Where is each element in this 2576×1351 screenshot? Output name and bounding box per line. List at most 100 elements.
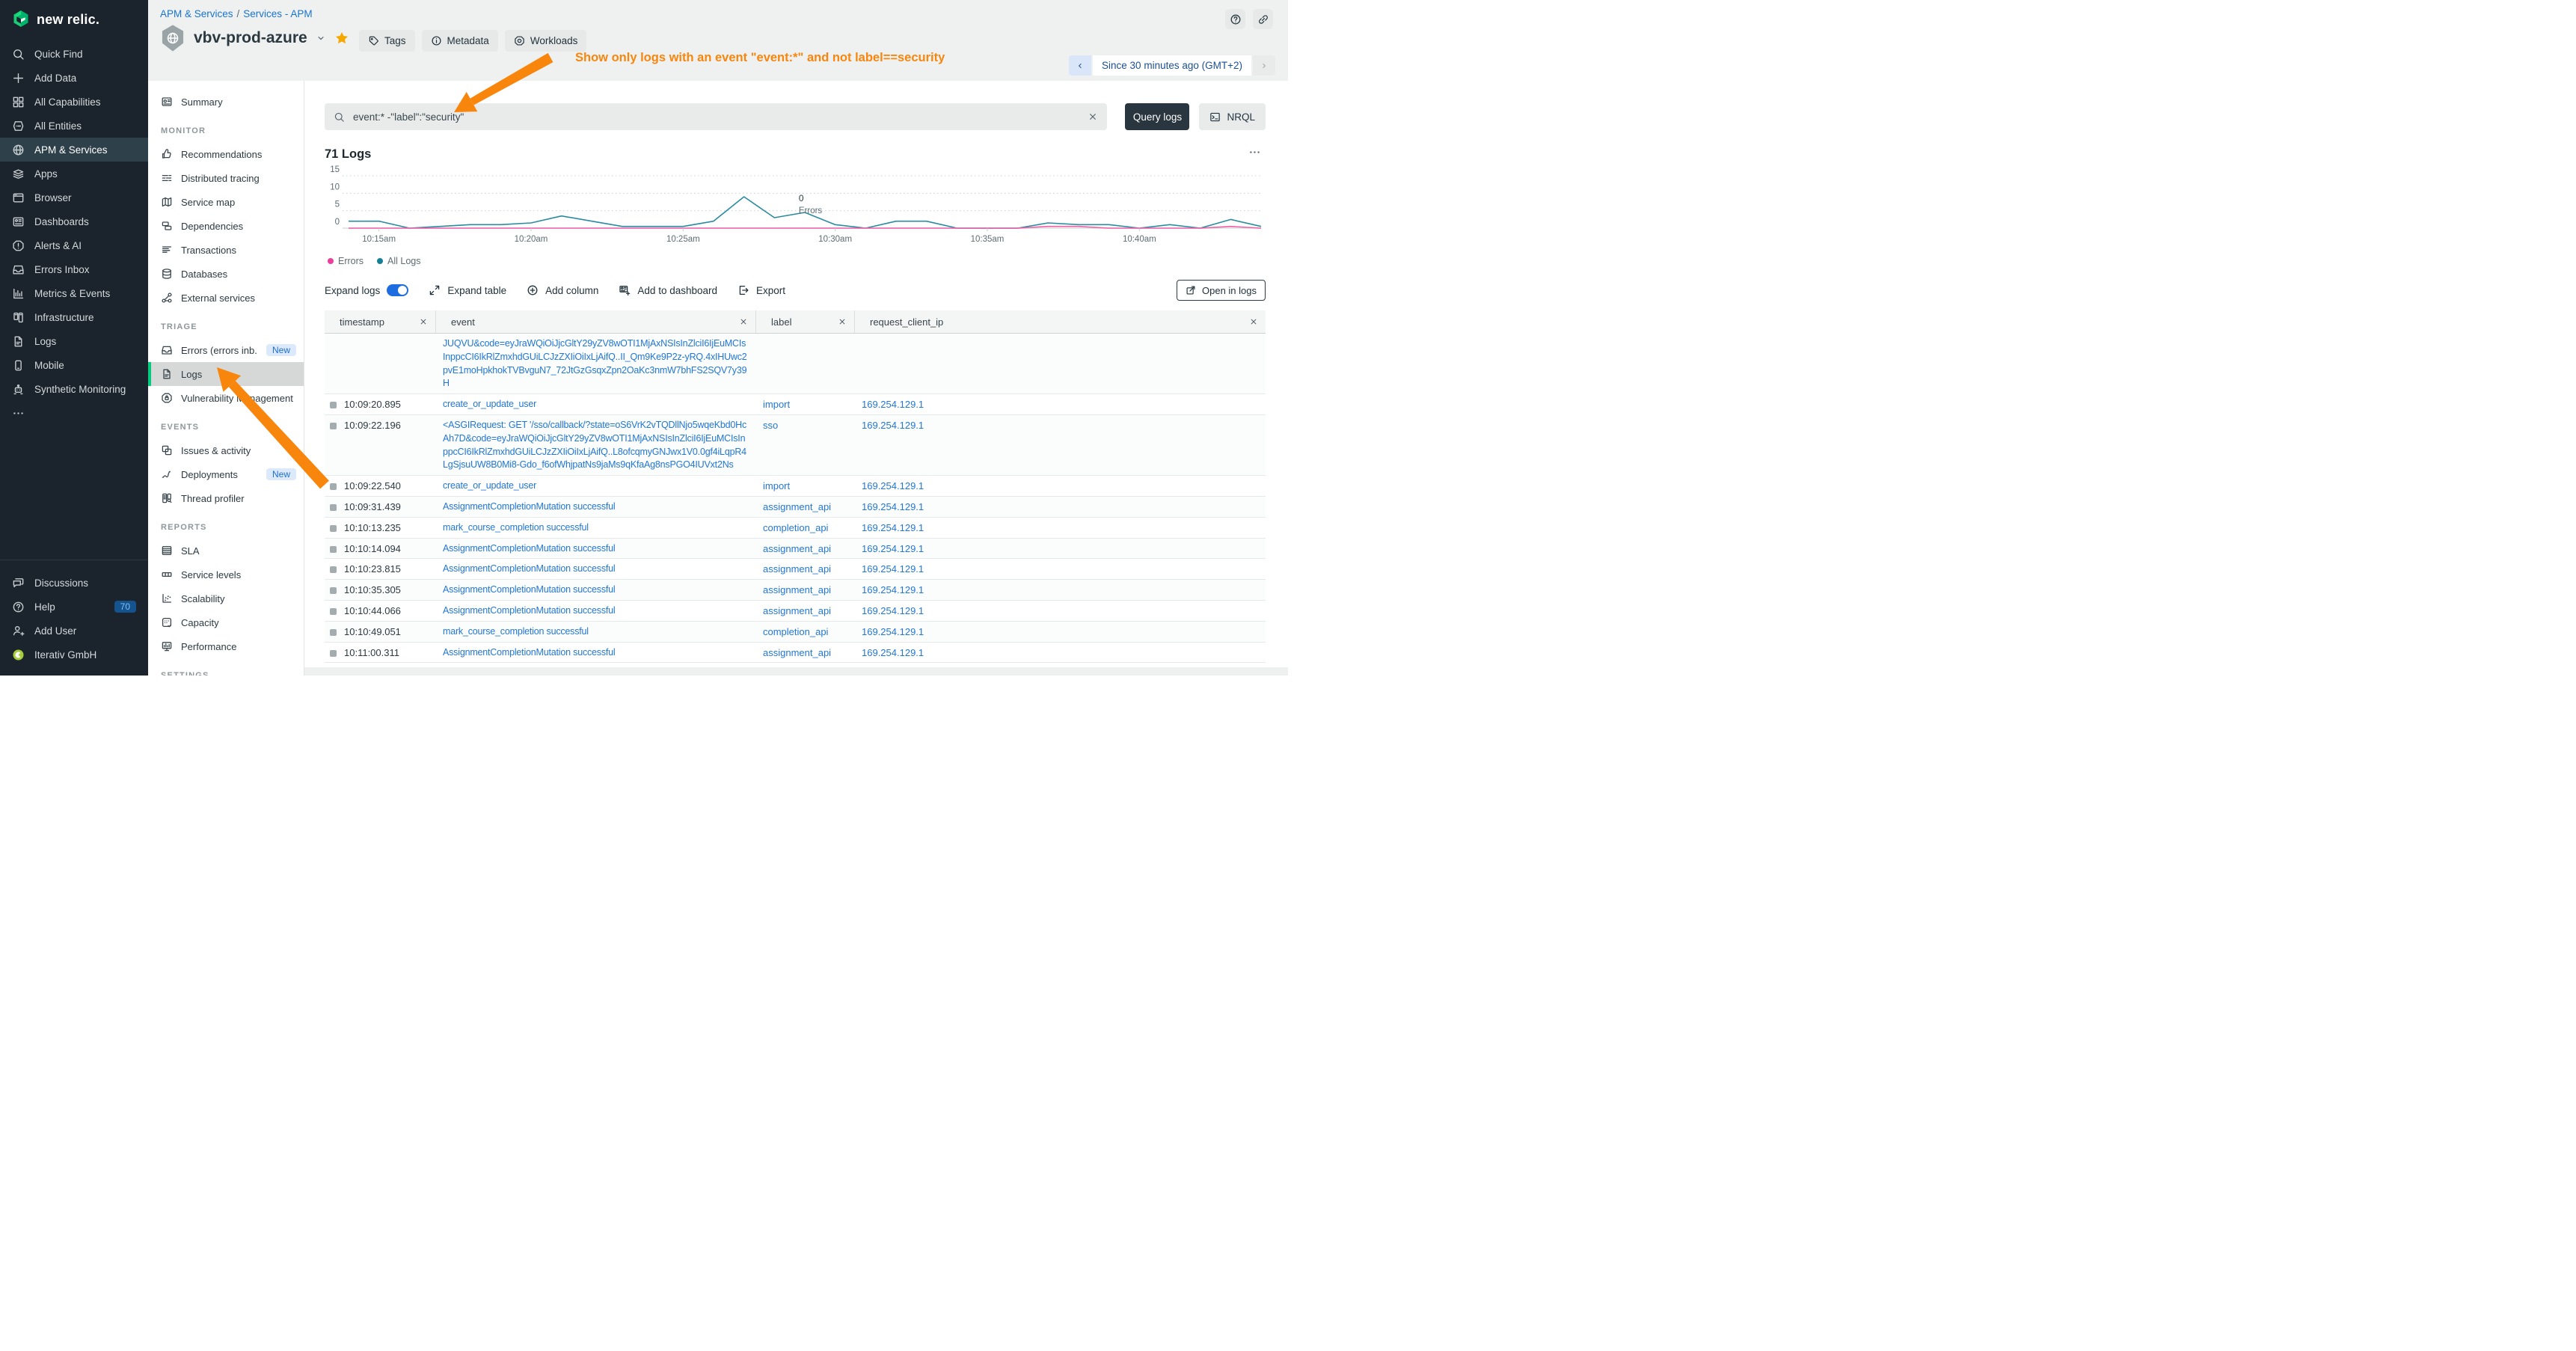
cell-request-client-ip-link[interactable]: 169.254.129.1: [854, 559, 1266, 579]
table-row[interactable]: 10:10:49.051mark_course_completion succe…: [325, 622, 1266, 643]
cell-event-link[interactable]: mark_course_completion successful: [435, 518, 755, 538]
cell-request-client-ip-link[interactable]: [854, 334, 1266, 340]
subnav-item-scalability[interactable]: Scalability: [148, 586, 304, 610]
cell-request-client-ip-link[interactable]: 169.254.129.1: [854, 518, 1266, 538]
cell-label-link[interactable]: assignment_api: [755, 580, 854, 600]
cell-request-client-ip-link[interactable]: 169.254.129.1: [854, 539, 1266, 559]
subnav-item-transactions[interactable]: Transactions: [148, 238, 304, 262]
subnav-item-issues-activity[interactable]: Issues & activity: [148, 438, 304, 462]
subnav-item-errors-errors-inb[interactable]: Errors (errors inb...New: [148, 338, 304, 362]
subnav-item-logs[interactable]: Logs: [148, 362, 304, 386]
time-back-button[interactable]: [1069, 55, 1091, 76]
subnav-item-performance[interactable]: Performance: [148, 634, 304, 658]
sidebar-item-browser[interactable]: Browser: [0, 186, 148, 209]
add-column-button[interactable]: Add column: [527, 284, 598, 296]
permalink-button[interactable]: [1253, 9, 1273, 29]
table-row[interactable]: 10:10:14.094AssignmentCompletionMutation…: [325, 539, 1266, 560]
time-forward-button[interactable]: [1253, 55, 1275, 76]
sidebar-footer-item-iterativ-gmbh[interactable]: Iterativ GmbH: [0, 643, 148, 667]
sidebar-item-logs[interactable]: Logs: [0, 329, 148, 353]
metadata-button[interactable]: Metadata: [422, 30, 498, 52]
subnav-item-external-services[interactable]: External services: [148, 286, 304, 310]
time-range-button[interactable]: Since 30 minutes ago (GMT+2): [1093, 55, 1251, 76]
cell-event-link[interactable]: AssignmentCompletionMutation successful: [435, 643, 755, 663]
table-row[interactable]: 10:09:22.196<ASGIRequest: GET '/sso/call…: [325, 415, 1266, 476]
cell-label-link[interactable]: sso: [755, 415, 854, 435]
cell-request-client-ip-link[interactable]: 169.254.129.1: [854, 415, 1266, 435]
cell-label-link[interactable]: import: [755, 394, 854, 414]
newrelic-logo[interactable]: new relic.: [0, 0, 148, 37]
table-row[interactable]: JUQVU&code=eyJraWQiOiJjcGltY29yZV8wOTI1M…: [325, 334, 1266, 394]
log-query-bar[interactable]: [325, 103, 1107, 130]
legend-item-all-logs[interactable]: All Logs: [377, 256, 420, 266]
breadcrumb-link-apm[interactable]: APM & Services: [160, 8, 233, 19]
sidebar-item-infrastructure[interactable]: Infrastructure: [0, 305, 148, 329]
expand-logs-toggle[interactable]: [387, 284, 408, 296]
table-row[interactable]: 10:10:13.235mark_course_completion succe…: [325, 518, 1266, 539]
table-row[interactable]: 10:09:31.439AssignmentCompletionMutation…: [325, 497, 1266, 518]
cell-label-link[interactable]: completion_api: [755, 622, 854, 642]
sidebar-item-alerts-ai[interactable]: Alerts & AI: [0, 233, 148, 257]
add-to-dashboard-button[interactable]: Add to dashboard: [619, 284, 717, 296]
cell-label-link[interactable]: assignment_api: [755, 497, 854, 517]
cell-label-link[interactable]: completion_api: [755, 518, 854, 538]
subnav-item-recommendations[interactable]: Recommendations: [148, 142, 304, 166]
cell-event-link[interactable]: AssignmentCompletionMutation successful: [435, 497, 755, 517]
cell-request-client-ip-link[interactable]: 169.254.129.1: [854, 497, 1266, 517]
cell-request-client-ip-link[interactable]: 169.254.129.1: [854, 476, 1266, 496]
sidebar-item-quick-find[interactable]: Quick Find: [0, 42, 148, 66]
subnav-item-distributed-tracing[interactable]: Distributed tracing: [148, 166, 304, 190]
subnav-item-dependencies[interactable]: Dependencies: [148, 214, 304, 238]
table-row[interactable]: 10:09:22.540create_or_update_userimport1…: [325, 476, 1266, 497]
cell-request-client-ip-link[interactable]: 169.254.129.1: [854, 601, 1266, 621]
sidebar-item-errors-inbox[interactable]: Errors Inbox: [0, 257, 148, 281]
cell-event-link[interactable]: AssignmentCompletionMutation successful: [435, 580, 755, 600]
subnav-item-summary[interactable]: Summary: [148, 90, 304, 114]
cell-event-link[interactable]: AssignmentCompletionMutation successful: [435, 539, 755, 559]
table-row[interactable]: 10:11:00.311AssignmentCompletionMutation…: [325, 643, 1266, 664]
query-logs-button[interactable]: Query logs: [1125, 103, 1189, 130]
sidebar-item-add-data[interactable]: Add Data: [0, 66, 148, 90]
sidebar-footer-item-add-user[interactable]: Add User: [0, 619, 148, 643]
subnav-item-service-levels[interactable]: Service levels: [148, 563, 304, 586]
subnav-item-databases[interactable]: Databases: [148, 262, 304, 286]
entity-chevron-down-icon[interactable]: [316, 33, 326, 43]
column-header-request-client-ip[interactable]: request_client_ip: [854, 310, 1266, 333]
subnav-item-capacity[interactable]: Capacity: [148, 610, 304, 634]
subnav-item-deployments[interactable]: DeploymentsNew: [148, 462, 304, 486]
cell-request-client-ip-link[interactable]: 169.254.129.1: [854, 622, 1266, 642]
cell-label-link[interactable]: [755, 334, 854, 340]
logs-timeseries-chart[interactable]: 05101510:15am10:20am10:25am10:30am10:35a…: [325, 165, 1266, 251]
sidebar-item-metrics-events[interactable]: Metrics & Events: [0, 281, 148, 305]
cell-event-link[interactable]: JUQVU&code=eyJraWQiOiJjcGltY29yZV8wOTI1M…: [435, 334, 755, 393]
subnav-item-sla[interactable]: SLA: [148, 539, 304, 563]
table-row[interactable]: 10:10:23.815AssignmentCompletionMutation…: [325, 559, 1266, 580]
cell-request-client-ip-link[interactable]: 169.254.129.1: [854, 580, 1266, 600]
cell-label-link[interactable]: import: [755, 476, 854, 496]
log-query-input[interactable]: [352, 111, 1081, 123]
cell-event-link[interactable]: create_or_update_user: [435, 476, 755, 496]
column-header-label[interactable]: label: [755, 310, 854, 333]
column-header-timestamp[interactable]: timestamp: [325, 310, 435, 333]
nrql-button[interactable]: NRQL: [1199, 103, 1266, 130]
cell-request-client-ip-link[interactable]: 169.254.129.1: [854, 394, 1266, 414]
column-header-event[interactable]: event: [435, 310, 755, 333]
cell-label-link[interactable]: assignment_api: [755, 643, 854, 663]
table-row[interactable]: 10:10:35.305AssignmentCompletionMutation…: [325, 580, 1266, 601]
sidebar-item-mobile[interactable]: Mobile: [0, 353, 148, 377]
open-in-logs-button[interactable]: Open in logs: [1177, 280, 1266, 301]
clear-query-icon[interactable]: [1088, 111, 1098, 122]
cell-event-link[interactable]: AssignmentCompletionMutation successful: [435, 601, 755, 621]
cell-label-link[interactable]: assignment_api: [755, 559, 854, 579]
sidebar-item-all-capabilities[interactable]: All Capabilities: [0, 90, 148, 114]
sidebar-footer-item-discussions[interactable]: Discussions: [0, 571, 148, 595]
cell-event-link[interactable]: <ASGIRequest: GET '/sso/callback/?state=…: [435, 415, 755, 475]
cell-event-link[interactable]: create_or_update_user: [435, 394, 755, 414]
sidebar-item-apps[interactable]: Apps: [0, 162, 148, 186]
cell-event-link[interactable]: mark_course_completion successful: [435, 622, 755, 642]
cell-label-link[interactable]: assignment_api: [755, 601, 854, 621]
sidebar-item-dashboards[interactable]: Dashboards: [0, 209, 148, 233]
favorite-star-icon[interactable]: [334, 31, 349, 46]
tags-button[interactable]: Tags: [359, 30, 415, 52]
expand-table-button[interactable]: Expand table: [429, 284, 506, 296]
